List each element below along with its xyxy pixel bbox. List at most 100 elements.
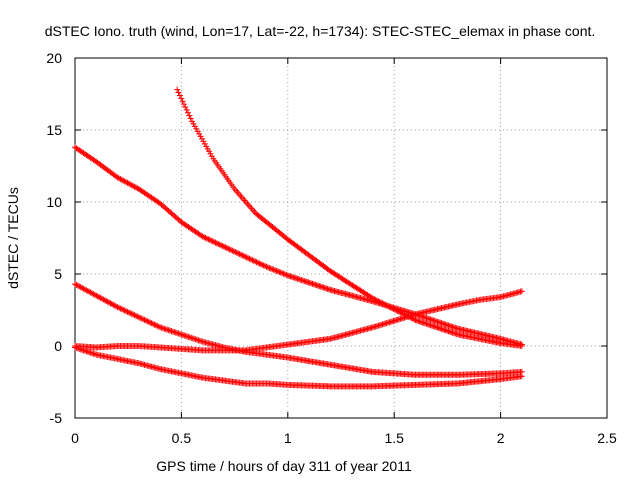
data-point [115,304,122,311]
data-point [140,316,147,323]
data-point [232,249,239,256]
data-point [245,255,252,262]
data-point [123,308,130,315]
data-point [213,240,220,247]
x-tick-label: 2 [497,430,505,446]
data-point [264,264,271,271]
data-point [223,244,230,251]
data-point [209,238,216,245]
y-tick-label: 0 [54,338,62,354]
data-point [130,311,137,318]
data-point [147,319,154,326]
data-point [203,235,210,242]
data-point [263,263,270,270]
x-tick-label: 1.5 [384,430,404,446]
data-point [176,92,183,99]
data-point [135,314,142,321]
data-point [127,310,134,317]
data-markers [72,86,525,390]
data-point [219,242,226,249]
data-point [178,95,185,102]
data-point [518,373,525,380]
data-point [281,271,288,278]
data-point [154,322,161,329]
data-point [279,270,286,277]
data-point [208,237,215,244]
data-point [211,238,218,245]
data-point [262,263,269,270]
series-0 [174,86,525,349]
data-point [212,239,219,246]
data-point [142,317,149,324]
data-point [215,240,222,247]
data-point [249,257,256,264]
data-point [220,243,227,250]
data-point [148,320,155,327]
data-point [225,245,232,252]
data-point [256,260,263,267]
data-point [218,242,225,249]
data-point [267,265,274,272]
data-point [237,251,244,258]
data-point [276,268,283,275]
data-point [128,310,135,317]
data-point [205,236,212,243]
data-point [121,307,128,314]
data-point [131,312,138,319]
data-point [155,323,162,330]
tick-labels: 0 0.5 1 1.5 2 2.5 -5 0 5 10 15 20 [46,50,617,446]
data-point [125,309,132,316]
plot-frame [74,57,608,419]
data-point [186,112,193,119]
data-point [226,246,233,253]
data-point [272,267,279,274]
x-axis-label: GPS time / hours of day 311 of year 2011 [156,458,412,474]
x-tick-label: 2.5 [597,430,617,446]
grid [75,58,607,418]
data-point [180,101,187,108]
data-point [216,241,223,248]
data-point [222,244,229,251]
data-point [252,258,259,265]
series-1 [72,144,525,348]
y-tick-label: 20 [46,50,62,66]
data-point [518,288,525,295]
data-point [187,115,194,122]
data-point [257,261,264,268]
data-point [273,267,280,274]
chart-title: dSTEC Iono. truth (wind, Lon=17, Lat=-22… [45,23,596,39]
data-point [236,251,243,258]
data-point [174,86,181,93]
data-point [259,261,266,268]
data-point [175,89,182,96]
data-point [235,250,242,257]
y-axis-label: dSTEC / TECUs [5,187,21,289]
series-4 [72,344,525,390]
data-point [152,322,159,329]
axis-ticks [74,57,608,419]
x-tick-label: 0 [71,430,79,446]
data-point [134,313,141,320]
data-point [183,106,190,113]
data-point [201,234,208,241]
data-point [246,255,253,262]
x-tick-label: 1 [284,430,292,446]
data-point [253,259,260,266]
data-point [118,306,125,313]
data-point [117,305,124,312]
data-point [133,312,140,319]
data-point [184,109,191,116]
data-point [274,268,281,275]
data-point [114,304,121,311]
data-point [283,271,290,278]
data-point [228,247,235,253]
data-point [206,236,213,243]
data-point [179,98,186,105]
data-point [280,270,287,277]
data-point [141,316,148,323]
data-point [120,306,127,313]
data-point [270,266,277,273]
y-tick-label: 5 [54,266,62,282]
data-point [239,252,246,259]
